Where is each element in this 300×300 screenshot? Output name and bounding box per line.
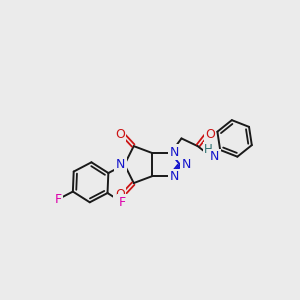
Text: H: H	[204, 143, 213, 157]
Text: N: N	[210, 150, 219, 164]
Text: O: O	[115, 128, 125, 141]
Text: O: O	[205, 128, 215, 141]
Text: N: N	[182, 158, 191, 171]
Text: F: F	[118, 196, 125, 208]
Text: N: N	[116, 158, 125, 171]
Text: N: N	[170, 170, 179, 183]
Text: O: O	[115, 188, 125, 201]
Text: F: F	[54, 193, 61, 206]
Text: N: N	[170, 146, 179, 159]
